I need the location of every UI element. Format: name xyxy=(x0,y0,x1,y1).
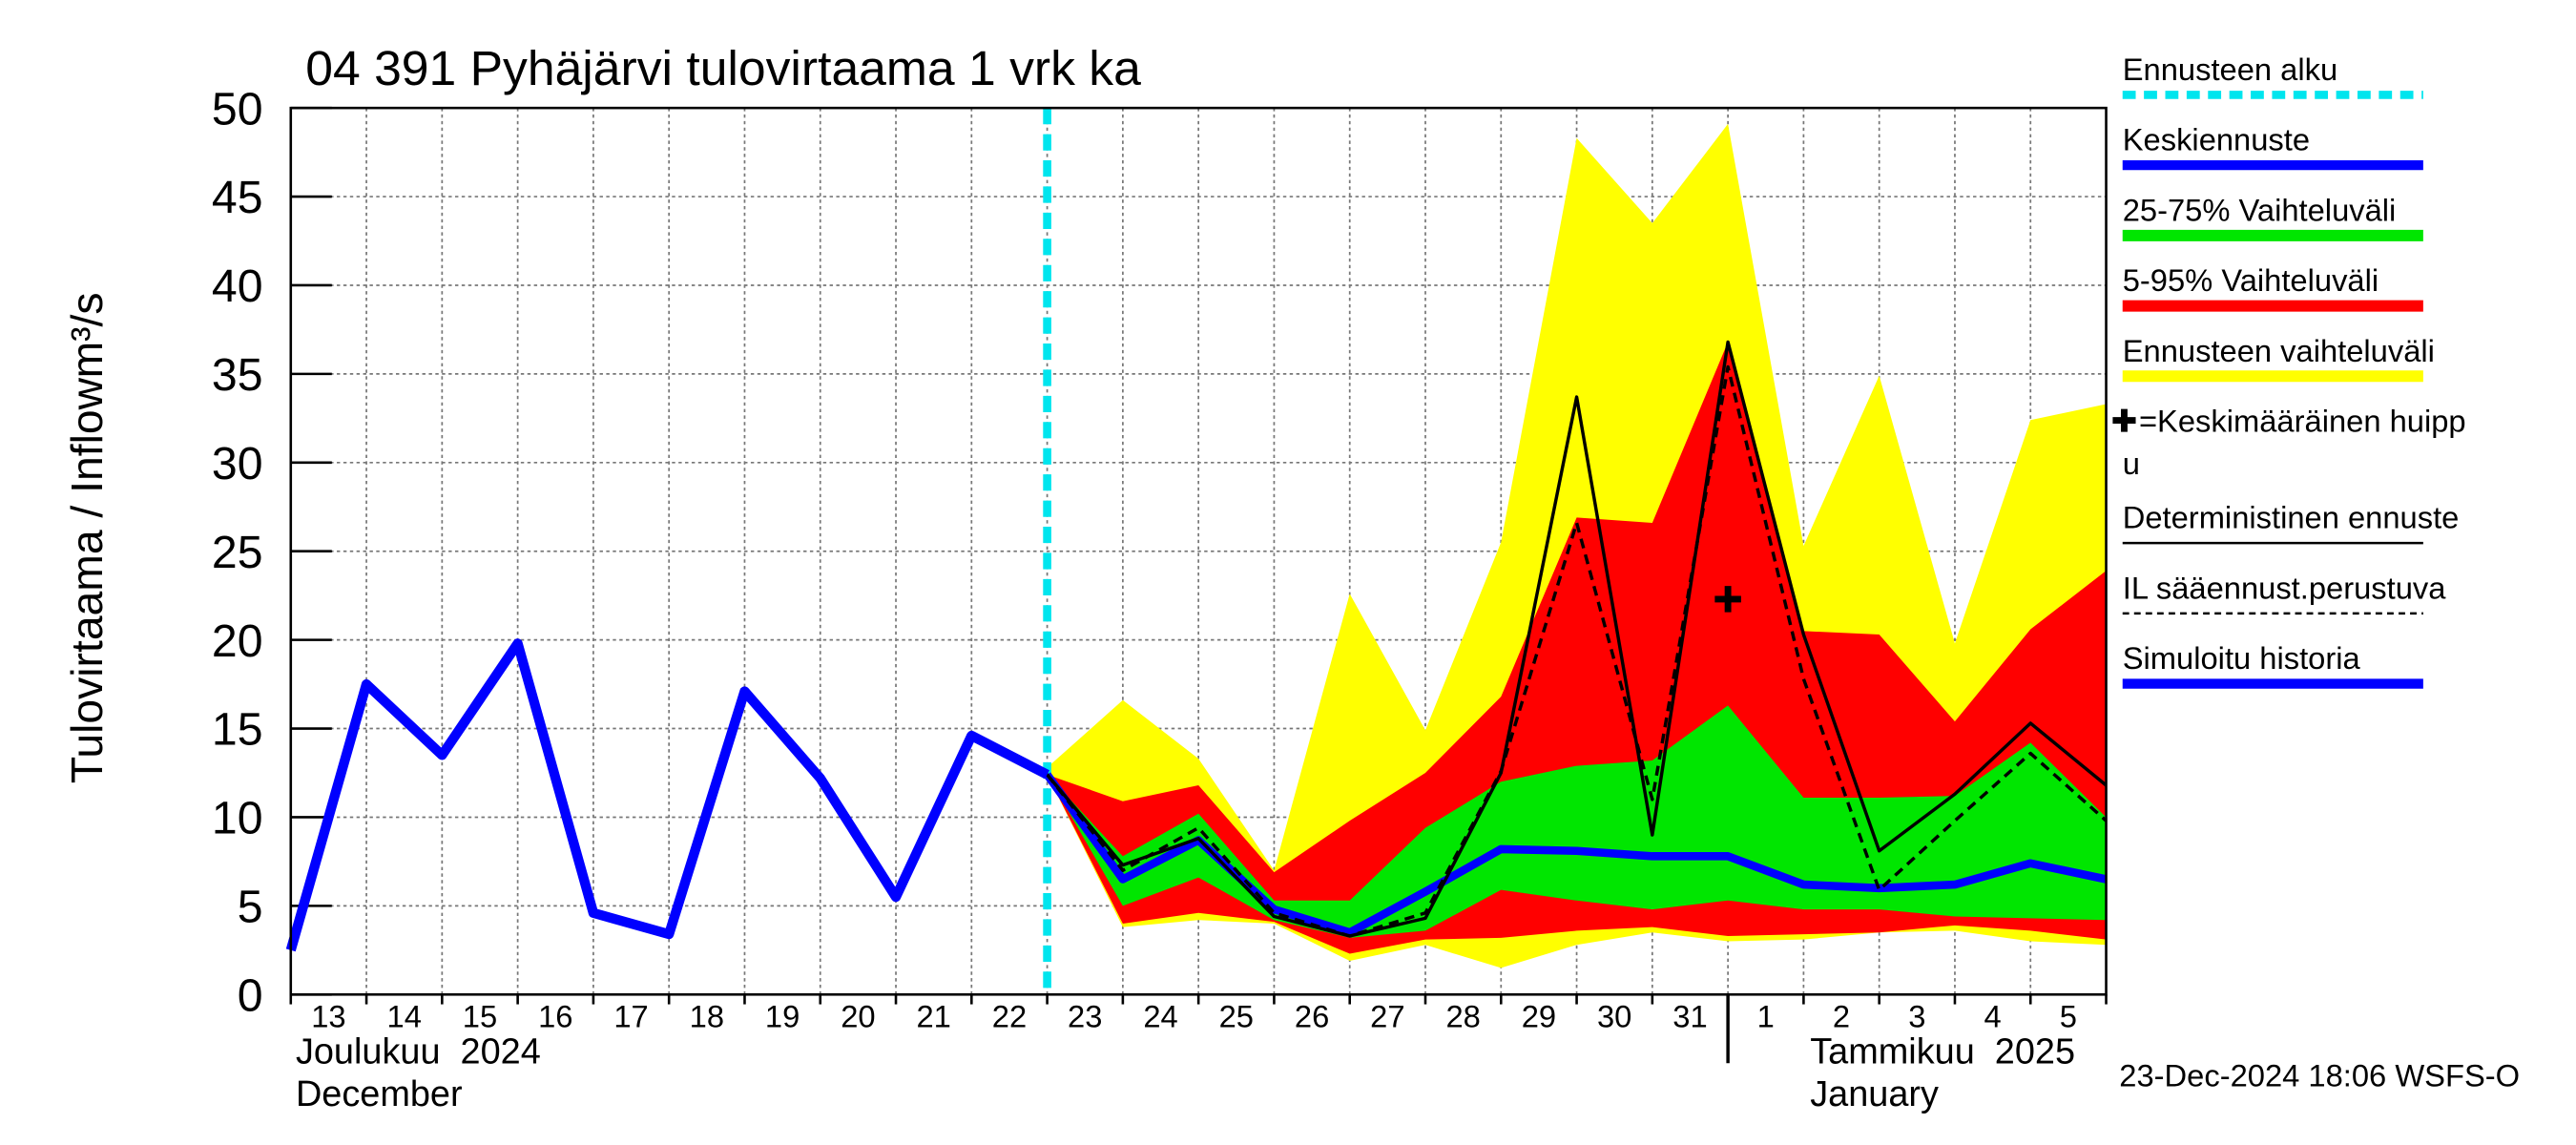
y-axis-label: Tulovirtaama / Inflow xyxy=(62,377,112,783)
x-tick-label: 3 xyxy=(1908,999,1925,1034)
x-tick-label: 31 xyxy=(1672,999,1707,1034)
x-tick-label: 5 xyxy=(2060,999,2077,1034)
x-tick-label: 22 xyxy=(992,999,1027,1034)
y-tick-label: 30 xyxy=(212,438,263,489)
legend-marker xyxy=(2112,408,2136,432)
legend-label: Simuloitu historia xyxy=(2123,640,2361,676)
chart-title: 04 391 Pyhäjärvi tulovirtaama 1 vrk ka xyxy=(305,40,1141,95)
peak-marker xyxy=(1714,586,1741,613)
y-tick-label: 15 xyxy=(212,704,263,756)
x-tick-label: 16 xyxy=(538,999,572,1034)
x-tick-label: 29 xyxy=(1522,999,1556,1034)
x-tick-label: 15 xyxy=(463,999,497,1034)
band xyxy=(1047,705,2107,938)
x-tick-label: 4 xyxy=(1984,999,2002,1034)
series-line xyxy=(1046,364,2108,938)
y-tick-label: 20 xyxy=(212,615,263,667)
x-tick-label: 25 xyxy=(1219,999,1254,1034)
y-tick-label: 50 xyxy=(212,83,263,135)
x-tick-label: 18 xyxy=(690,999,724,1034)
y-tick-label: 25 xyxy=(212,527,263,578)
legend-label: 5-95% Vaihteluväli xyxy=(2123,262,2379,298)
legend-label: =Keskimääräinen huipp u xyxy=(2123,404,2466,481)
legend-label: Ennusteen alku xyxy=(2123,52,2337,87)
series-line xyxy=(970,340,2108,938)
y-tick-label: 0 xyxy=(238,970,263,1022)
x-tick-label: 1 xyxy=(1757,999,1775,1034)
month-label: January xyxy=(1810,1074,1939,1114)
legend-label: IL sääennust.perustuva xyxy=(2123,570,2447,605)
y-axis-unit: m³/s xyxy=(62,292,112,378)
x-tick-label: 2 xyxy=(1833,999,1850,1034)
legend-label: Deterministinen ennuste xyxy=(2123,500,2460,535)
month-label: Tammikuu 2025 xyxy=(1810,1031,2075,1072)
y-tick-label: 45 xyxy=(212,172,263,223)
legend-label: Ennusteen vaihteluväli xyxy=(2123,333,2435,368)
x-tick-label: 24 xyxy=(1143,999,1177,1034)
month-label: Joulukuu 2024 xyxy=(296,1031,541,1072)
x-tick-label: 13 xyxy=(311,999,345,1034)
x-tick-label: 27 xyxy=(1370,999,1404,1034)
plot-frame xyxy=(289,106,2108,996)
x-tick-label: 17 xyxy=(613,999,648,1034)
x-tick-label: 21 xyxy=(916,999,950,1034)
month-label: December xyxy=(296,1074,463,1114)
x-tick-label: 28 xyxy=(1445,999,1480,1034)
x-tick-label: 23 xyxy=(1068,999,1102,1034)
legend-label: 25-75% Vaihteluväli xyxy=(2123,192,2397,227)
x-tick-label: 20 xyxy=(841,999,875,1034)
y-tick-label: 5 xyxy=(238,882,263,933)
series-line xyxy=(285,638,1049,952)
timestamp: 23-Dec-2024 18:06 WSFS-O xyxy=(2119,1057,2520,1093)
y-tick-label: 10 xyxy=(212,793,263,844)
x-tick-label: 30 xyxy=(1597,999,1631,1034)
y-tick-label: 35 xyxy=(212,349,263,401)
legend-label: Keskiennuste xyxy=(2123,122,2310,157)
legend: Ennusteen alku Keskiennuste 25-75% Vaihtel… xyxy=(2112,52,2466,689)
x-tick-label: 19 xyxy=(765,999,800,1034)
y-tick-label: 40 xyxy=(212,260,263,312)
x-tick-label: 14 xyxy=(387,999,422,1034)
x-tick-label: 26 xyxy=(1295,999,1329,1034)
